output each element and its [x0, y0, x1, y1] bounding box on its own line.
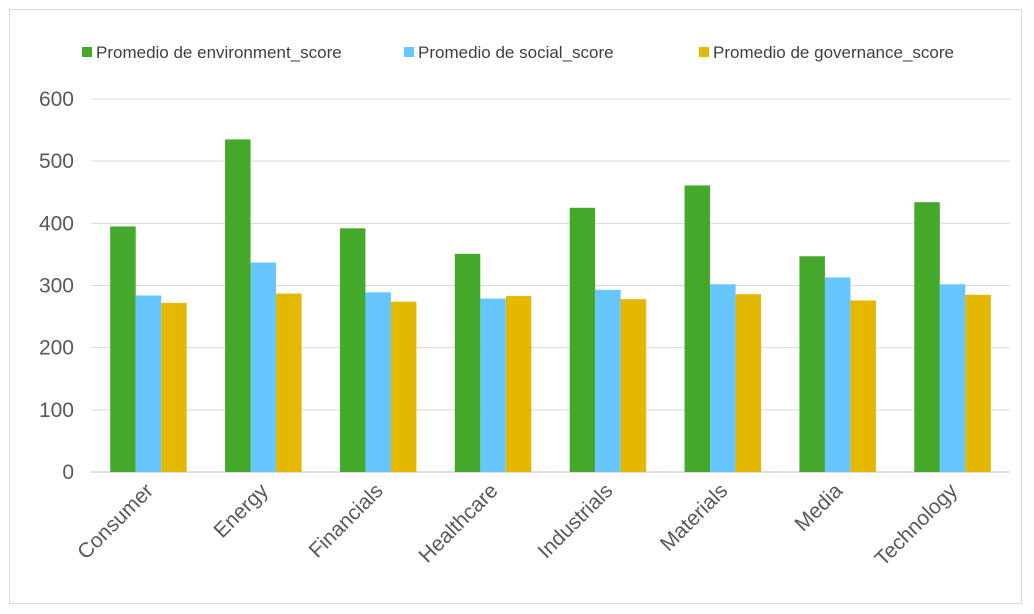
y-tick-label: 400 [39, 212, 74, 235]
y-axis-ticks: 0 100 200 300 400 500 600 [39, 88, 74, 484]
legend: Promedio de environment_score Promedio de… [82, 43, 954, 62]
bar-social [710, 284, 736, 472]
x-category-label: Financials [305, 479, 388, 562]
x-category-label: Industrials [534, 479, 618, 563]
legend-label: Promedio de social_score [418, 43, 614, 62]
bar-governance [965, 294, 991, 472]
x-category-label: Consumer [73, 479, 158, 564]
bar-social [480, 298, 506, 472]
bar-environment [339, 228, 366, 472]
legend-label: Promedio de environment_score [96, 43, 342, 62]
bar-governance [390, 301, 417, 472]
bar-social [824, 277, 851, 472]
legend-swatch [82, 47, 92, 57]
bar-social [365, 292, 391, 472]
x-category-label: Energy [210, 479, 274, 543]
x-category-label: Media [791, 479, 848, 536]
legend-label: Promedio de governance_score [713, 43, 954, 62]
x-category-label: Materials [656, 479, 733, 556]
bar-environment [110, 226, 136, 472]
bar-environment [454, 253, 481, 472]
y-tick-label: 600 [39, 88, 74, 111]
bar-governance [276, 293, 302, 472]
y-tick-label: 300 [39, 275, 74, 298]
legend-swatch [699, 47, 709, 57]
y-tick-label: 100 [39, 399, 74, 422]
bar-environment [225, 139, 251, 473]
x-axis-labels: Consumer Energy Financials Healthcare Indust… [73, 479, 962, 571]
bar-governance [735, 294, 762, 472]
bar-social [135, 295, 162, 472]
y-tick-label: 200 [39, 337, 74, 360]
bar-governance [505, 296, 532, 472]
bar-governance [850, 300, 876, 472]
bar-environment [799, 256, 825, 472]
y-tick-label: 0 [62, 461, 74, 484]
x-category-label: Technology [871, 479, 963, 571]
bars [110, 139, 991, 473]
bar-social [939, 284, 966, 472]
bar-social [250, 262, 277, 472]
bar-environment [684, 185, 711, 472]
x-category-label: Healthcare [415, 479, 503, 567]
bar-environment [569, 207, 596, 472]
bar-governance [161, 302, 187, 472]
bar-environment [914, 202, 940, 473]
bar-governance [620, 299, 647, 472]
bar-social [595, 289, 621, 472]
y-tick-label: 500 [39, 150, 74, 173]
legend-swatch [404, 47, 414, 57]
